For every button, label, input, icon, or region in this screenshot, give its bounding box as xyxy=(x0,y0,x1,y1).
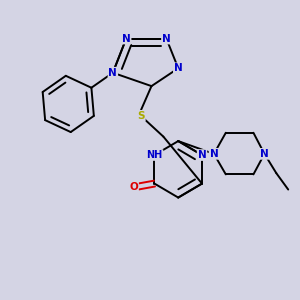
Text: N: N xyxy=(198,150,206,160)
Text: N: N xyxy=(162,34,171,44)
Text: N: N xyxy=(174,63,183,73)
Text: NH: NH xyxy=(146,150,163,160)
Text: N: N xyxy=(260,149,269,159)
Text: N: N xyxy=(209,149,218,159)
Text: N: N xyxy=(122,34,130,44)
Text: O: O xyxy=(129,182,138,192)
Text: S: S xyxy=(137,111,145,121)
Text: N: N xyxy=(109,68,117,78)
